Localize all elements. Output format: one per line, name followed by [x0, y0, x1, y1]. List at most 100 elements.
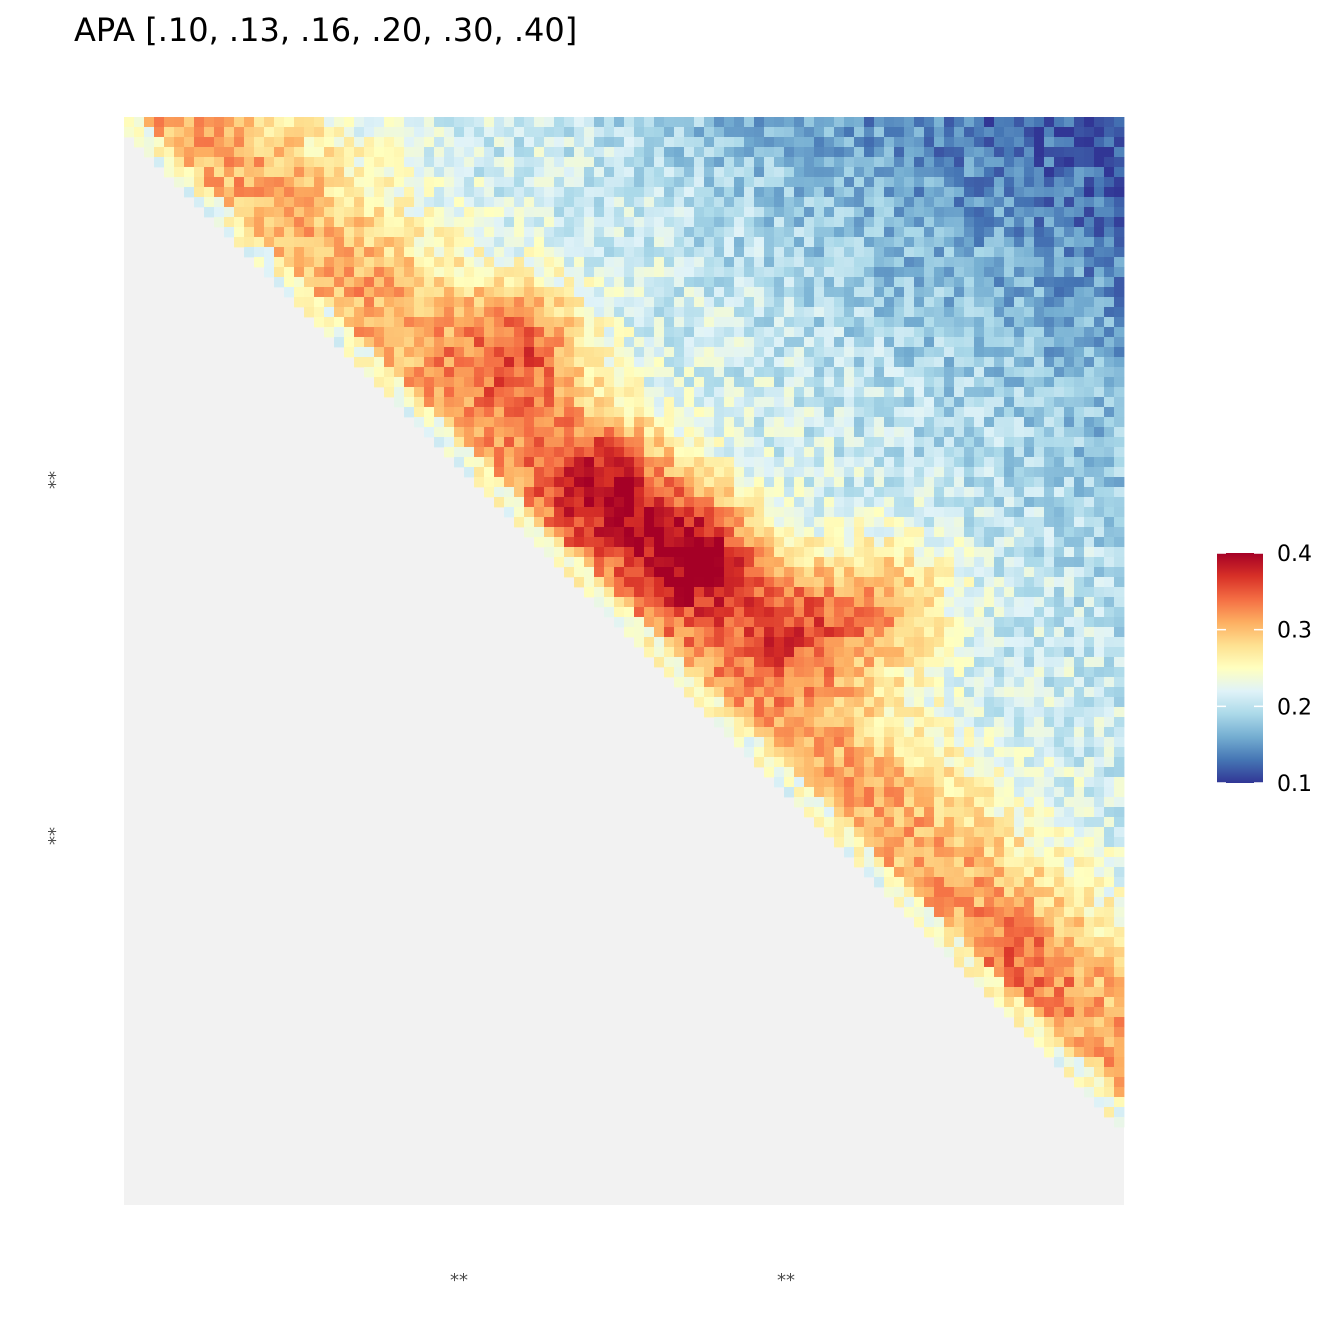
heatmap-cell [754, 417, 765, 428]
heatmap-cell [1064, 367, 1075, 378]
heatmap-cell [464, 247, 475, 258]
heatmap-cell [964, 647, 975, 658]
heatmap-cell [824, 697, 835, 708]
heatmap-cell [904, 737, 915, 748]
heatmap-cell [394, 217, 405, 228]
heatmap-cell [1104, 677, 1115, 688]
heatmap-cell [354, 207, 365, 218]
heatmap-cell [554, 287, 565, 298]
heatmap-cell [884, 127, 895, 138]
heatmap-cell [824, 817, 835, 828]
heatmap-cell [1044, 787, 1055, 798]
heatmap-cell [594, 457, 605, 468]
heatmap-cell [934, 287, 945, 298]
heatmap-cell [604, 197, 615, 208]
heatmap-cell [954, 807, 965, 818]
heatmap-cell [1024, 207, 1035, 218]
heatmap-cell [524, 147, 535, 158]
heatmap-cell [684, 567, 695, 578]
heatmap-cell [634, 167, 645, 178]
heatmap-cell [534, 277, 545, 288]
heatmap-cell [714, 477, 725, 488]
heatmap-cell [914, 737, 925, 748]
heatmap-cell [864, 317, 875, 328]
heatmap-cell [1044, 547, 1055, 558]
heatmap-cell [534, 467, 545, 478]
heatmap-cell [324, 237, 335, 248]
heatmap-cell [564, 517, 575, 528]
heatmap-cell [1084, 587, 1095, 598]
heatmap-cell [904, 817, 915, 828]
heatmap-cell [1114, 927, 1125, 938]
heatmap-cell [174, 127, 185, 138]
heatmap-cell [934, 827, 945, 838]
heatmap-cell [644, 417, 655, 428]
heatmap-cell [974, 117, 985, 128]
heatmap-cell [634, 607, 645, 618]
heatmap-cell [664, 267, 675, 278]
heatmap-cell [614, 427, 625, 438]
heatmap-cell [934, 197, 945, 208]
heatmap-cell [1074, 767, 1085, 778]
heatmap-cell [1004, 177, 1015, 188]
heatmap-cell [694, 187, 705, 198]
heatmap-cell [724, 127, 735, 138]
heatmap-cell [1014, 407, 1025, 418]
heatmap-cell [404, 347, 415, 358]
heatmap-cell [824, 307, 835, 318]
heatmap-cell [734, 607, 745, 618]
heatmap-cell [1114, 797, 1125, 808]
heatmap-cell [1074, 677, 1085, 688]
heatmap-cell [524, 227, 535, 238]
heatmap-cell [794, 347, 805, 358]
heatmap-cell [854, 437, 865, 448]
heatmap-cell [254, 217, 265, 228]
heatmap-cell [1114, 497, 1125, 508]
heatmap-cell [964, 657, 975, 668]
heatmap-cell [464, 457, 475, 468]
heatmap-cell [1104, 407, 1115, 418]
heatmap-cell [464, 297, 475, 308]
heatmap-cell [514, 397, 525, 408]
heatmap-cell [774, 197, 785, 208]
heatmap-cell [624, 297, 635, 308]
heatmap-cell [604, 187, 615, 198]
heatmap-cell [1014, 797, 1025, 808]
heatmap-cell [304, 147, 315, 158]
heatmap-cell [934, 837, 945, 848]
heatmap-cell [834, 347, 845, 358]
heatmap-cell [1014, 657, 1025, 668]
heatmap-cell [1104, 357, 1115, 368]
heatmap-cell [1074, 697, 1085, 708]
heatmap-cell [444, 447, 455, 458]
heatmap-cell [1094, 117, 1105, 128]
heatmap-cell [514, 287, 525, 298]
heatmap-cell [524, 487, 535, 498]
heatmap-cell [874, 197, 885, 208]
heatmap-cell [224, 127, 235, 138]
heatmap-cell [714, 637, 725, 648]
heatmap-cell [644, 537, 655, 548]
heatmap-cell [454, 177, 465, 188]
heatmap-cell [974, 887, 985, 898]
heatmap-cell [944, 367, 955, 378]
heatmap-cell [584, 447, 595, 458]
heatmap-cell [794, 167, 805, 178]
heatmap-cell [594, 277, 605, 288]
heatmap-cell [674, 187, 685, 198]
heatmap-cell [874, 407, 885, 418]
heatmap-cell [534, 177, 545, 188]
heatmap-cell [694, 647, 705, 658]
heatmap-cell [814, 817, 825, 828]
heatmap-cell [824, 267, 835, 278]
heatmap-cell [754, 557, 765, 568]
heatmap-cell [614, 487, 625, 498]
heatmap-cell [574, 447, 585, 458]
heatmap-cell [884, 657, 895, 668]
heatmap-cell [654, 207, 665, 218]
heatmap-cell [1014, 447, 1025, 458]
heatmap-cell [784, 237, 795, 248]
heatmap-cell [1024, 907, 1035, 918]
heatmap-cell [894, 177, 905, 188]
heatmap-cell [764, 387, 775, 398]
